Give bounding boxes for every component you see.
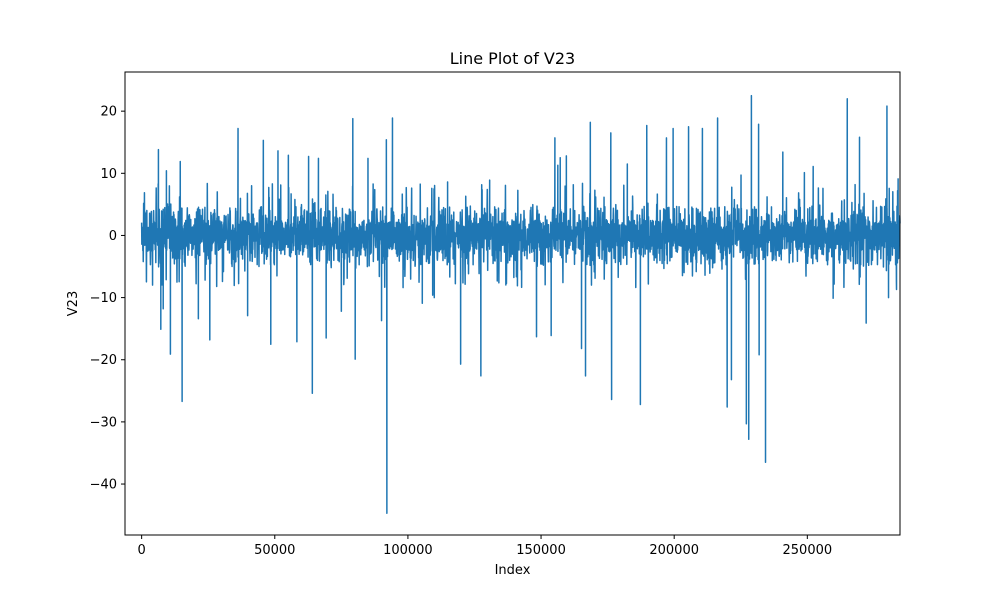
y-tick-label: 10 xyxy=(100,167,117,182)
y-tick-label: −20 xyxy=(90,353,117,368)
y-tick-label: −10 xyxy=(90,291,117,306)
x-axis: 0 50000 100000 150000 200000 250000 xyxy=(138,535,833,558)
x-tick-label: 100000 xyxy=(383,543,433,558)
chart-title: Line Plot of V23 xyxy=(450,49,575,68)
y-tick-label: 20 xyxy=(100,105,117,120)
x-tick-label: 250000 xyxy=(783,543,833,558)
y-tick-label: −30 xyxy=(90,415,117,430)
x-tick-label: 150000 xyxy=(516,543,566,558)
y-tick-label: −40 xyxy=(90,478,117,493)
plot-area xyxy=(125,72,900,535)
plot-frame xyxy=(124,71,901,536)
series-layer xyxy=(140,94,901,514)
y-tick-label: 0 xyxy=(109,229,117,244)
y-axis: 20 10 0 −10 −20 −30 −40 xyxy=(90,105,125,493)
series-line-v23 xyxy=(140,94,901,514)
y-axis-label: V23 xyxy=(66,291,81,316)
x-tick-label: 50000 xyxy=(254,543,295,558)
x-tick-label: 0 xyxy=(138,543,146,558)
x-tick-label: 200000 xyxy=(649,543,699,558)
x-axis-label: Index xyxy=(495,563,531,578)
